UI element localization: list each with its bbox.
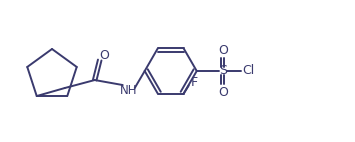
Text: O: O: [218, 85, 228, 99]
Text: NH: NH: [120, 83, 137, 97]
Text: Cl: Cl: [242, 64, 255, 78]
Text: F: F: [191, 76, 198, 89]
Text: O: O: [99, 49, 109, 61]
Text: O: O: [218, 43, 228, 57]
Text: S: S: [219, 64, 227, 78]
